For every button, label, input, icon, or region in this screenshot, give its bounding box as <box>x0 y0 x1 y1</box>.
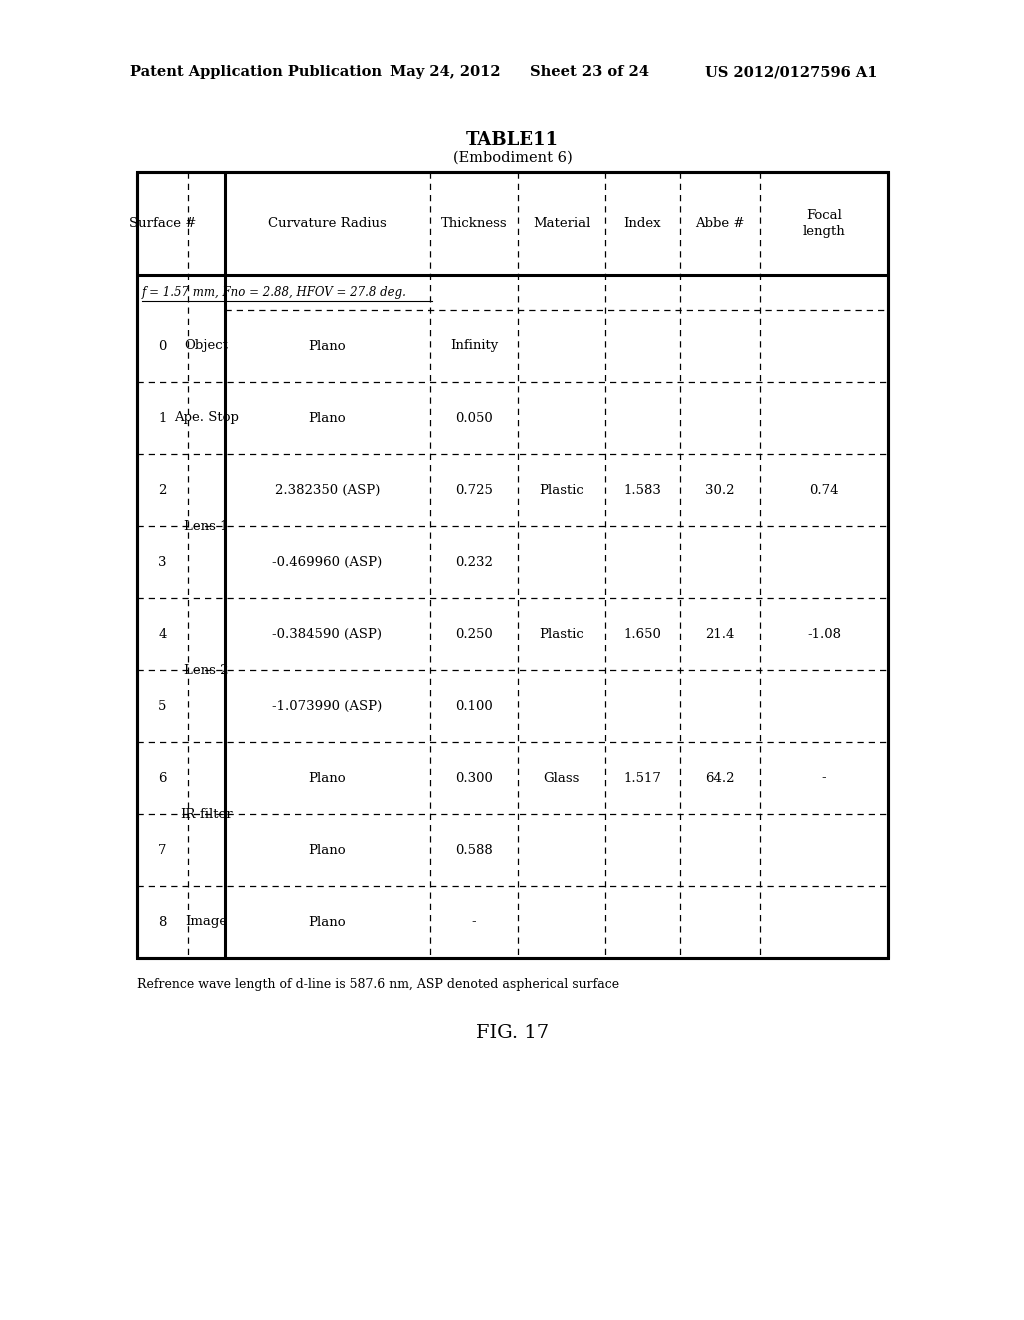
Text: 0.300: 0.300 <box>455 771 493 784</box>
Text: 0.74: 0.74 <box>809 483 839 496</box>
Text: 6: 6 <box>159 771 167 784</box>
Text: -1.08: -1.08 <box>807 627 841 640</box>
Text: 0: 0 <box>159 339 167 352</box>
Text: Image: Image <box>185 916 227 928</box>
Text: 8: 8 <box>159 916 167 928</box>
Text: Lens 1: Lens 1 <box>184 520 228 532</box>
Text: Thickness: Thickness <box>440 216 507 230</box>
Text: Plano: Plano <box>308 339 346 352</box>
Text: Plano: Plano <box>308 771 346 784</box>
Text: -: - <box>821 771 826 784</box>
Text: 21.4: 21.4 <box>706 627 734 640</box>
Text: f = 1.57 mm, Fno = 2.88, HFOV = 27.8 deg.: f = 1.57 mm, Fno = 2.88, HFOV = 27.8 deg… <box>142 286 407 300</box>
Text: May 24, 2012: May 24, 2012 <box>390 65 501 79</box>
Text: 2: 2 <box>159 483 167 496</box>
Text: Surface #: Surface # <box>129 216 197 230</box>
Text: Plano: Plano <box>308 843 346 857</box>
Text: 1.583: 1.583 <box>624 483 662 496</box>
Text: 0.232: 0.232 <box>455 556 493 569</box>
Text: Lens 2: Lens 2 <box>184 664 228 676</box>
Text: Infinity: Infinity <box>450 339 498 352</box>
Text: Sheet 23 of 24: Sheet 23 of 24 <box>530 65 649 79</box>
Text: -1.073990 (ASP): -1.073990 (ASP) <box>272 700 383 713</box>
Text: Glass: Glass <box>544 771 580 784</box>
Text: Refrence wave length of d-line is 587.6 nm, ASP denoted aspherical surface: Refrence wave length of d-line is 587.6 … <box>137 978 620 991</box>
Text: -0.469960 (ASP): -0.469960 (ASP) <box>272 556 383 569</box>
Text: FIG. 17: FIG. 17 <box>476 1024 549 1041</box>
Text: US 2012/0127596 A1: US 2012/0127596 A1 <box>705 65 878 79</box>
Text: -: - <box>472 916 476 928</box>
Text: Plano: Plano <box>308 916 346 928</box>
Text: Index: Index <box>624 216 662 230</box>
Text: (Embodiment 6): (Embodiment 6) <box>453 150 572 165</box>
Text: Plano: Plano <box>308 412 346 425</box>
Text: 1.650: 1.650 <box>624 627 662 640</box>
Text: 3: 3 <box>159 556 167 569</box>
Text: Material: Material <box>532 216 590 230</box>
Text: TABLE11: TABLE11 <box>466 131 559 149</box>
Text: 5: 5 <box>159 700 167 713</box>
Text: Ape. Stop: Ape. Stop <box>174 412 239 425</box>
Text: Plastic: Plastic <box>539 483 584 496</box>
Text: -0.384590 (ASP): -0.384590 (ASP) <box>272 627 383 640</box>
Bar <box>137 172 888 958</box>
Text: 1.517: 1.517 <box>624 771 662 784</box>
Text: IR-filter: IR-filter <box>180 808 232 821</box>
Text: 0.100: 0.100 <box>455 700 493 713</box>
Text: 0.588: 0.588 <box>455 843 493 857</box>
Text: Curvature Radius: Curvature Radius <box>268 216 387 230</box>
Text: 0.725: 0.725 <box>455 483 493 496</box>
Text: Patent Application Publication: Patent Application Publication <box>130 65 382 79</box>
Text: Focal
length: Focal length <box>803 209 846 238</box>
Text: 0.050: 0.050 <box>455 412 493 425</box>
Text: 7: 7 <box>159 843 167 857</box>
Text: 30.2: 30.2 <box>706 483 735 496</box>
Text: Plastic: Plastic <box>539 627 584 640</box>
Text: 1: 1 <box>159 412 167 425</box>
Text: 0.250: 0.250 <box>455 627 493 640</box>
Text: Object: Object <box>184 339 228 352</box>
Text: Abbe #: Abbe # <box>695 216 744 230</box>
Text: 4: 4 <box>159 627 167 640</box>
Text: 2.382350 (ASP): 2.382350 (ASP) <box>274 483 380 496</box>
Text: 64.2: 64.2 <box>706 771 735 784</box>
